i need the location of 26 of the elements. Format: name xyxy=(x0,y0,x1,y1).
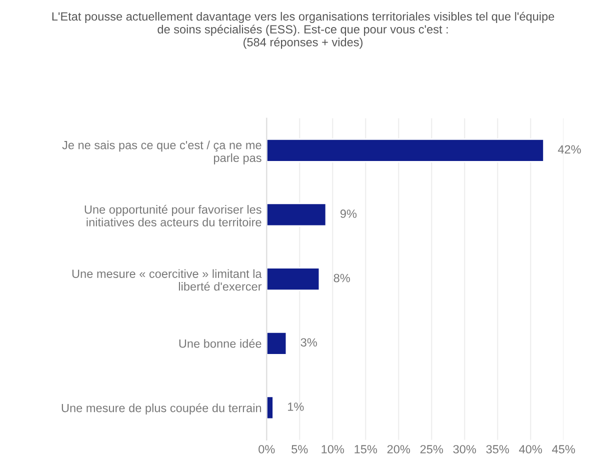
y-tick-label: Je ne sais pas ce que c'est / ça ne me parle pas xyxy=(62,140,262,164)
x-tick-label: 45% xyxy=(552,445,575,454)
data-label: 1% xyxy=(288,402,304,411)
x-tick-label: 40% xyxy=(519,445,542,454)
y-tick-label: Une mesure de plus coupée du terrain xyxy=(62,403,262,415)
x-tick-label: 25% xyxy=(420,445,443,454)
bar xyxy=(266,396,274,420)
bar xyxy=(266,202,327,227)
x-tick-label: 30% xyxy=(453,445,476,454)
x-tick-label: 0% xyxy=(258,445,275,454)
x-tick-label: 35% xyxy=(486,445,509,454)
data-label: 8% xyxy=(334,274,350,282)
x-tick-label: 5% xyxy=(292,445,308,454)
data-label: 9% xyxy=(340,210,357,218)
x-tick-label: 20% xyxy=(387,445,410,454)
x-tick-label: 15% xyxy=(354,445,378,454)
chart-title: L'Etat pousse actuellement davantage vers les organisations territoriales visibles tel que l'équipe de soins spécialisés (ESS). Est-ce que pour vous c'est : (584 réponses + vides) xyxy=(52,12,554,49)
data-label: 3% xyxy=(300,338,317,347)
bar xyxy=(266,138,544,162)
x-tick-label: 10% xyxy=(322,445,344,454)
bar xyxy=(266,267,320,292)
data-label: 42% xyxy=(558,145,581,154)
y-tick-label: Une opportunité pour favoriser les initiatives des acteurs du territoire xyxy=(84,204,262,226)
bar xyxy=(266,331,288,356)
y-tick-label: Une bonne idée xyxy=(179,338,262,348)
y-tick-label: Une mesure « coercitive » limitant la liberté d'exercer xyxy=(72,269,262,291)
